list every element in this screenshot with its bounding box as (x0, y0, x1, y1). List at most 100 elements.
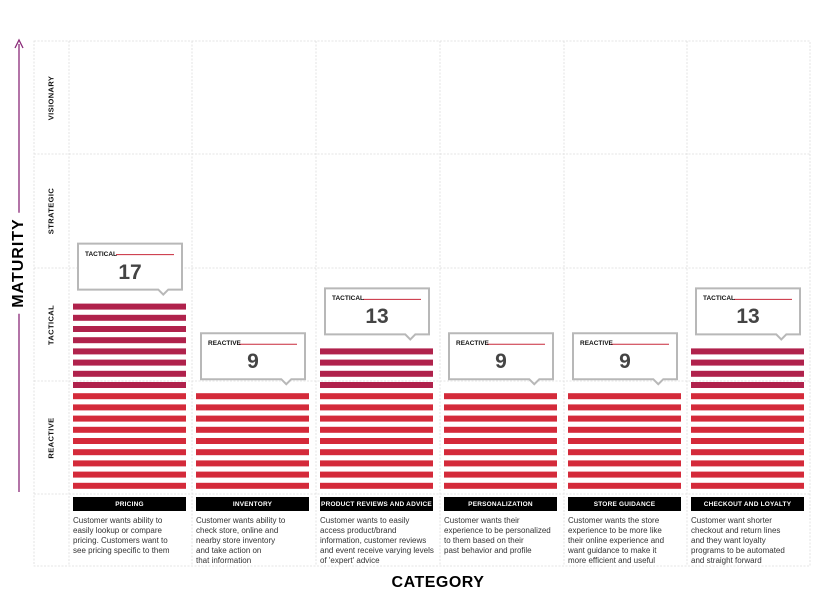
bar-stripe (73, 471, 186, 478)
category-label: PRODUCT REVIEWS AND ADVICE (320, 497, 433, 511)
category-description: Customer wants ability to check store, o… (196, 516, 286, 565)
bar-stripe (73, 438, 186, 444)
bar-stripe (444, 393, 557, 400)
bars-layer (73, 303, 804, 489)
bar-stripe (320, 359, 433, 366)
bar-stripe (691, 460, 804, 467)
bar-stripe (320, 370, 433, 377)
bar-stripe (73, 393, 186, 400)
category-description: Customer want shorter checkout and retur… (691, 516, 785, 565)
bar-stripe (691, 438, 804, 444)
callout-box (695, 287, 801, 341)
bar-stripe (568, 482, 681, 489)
bar-stripe (691, 471, 804, 478)
category-label: CHECKOUT AND LOYALTY (691, 497, 804, 511)
bar-stripe (444, 471, 557, 478)
bar-stripe (444, 404, 557, 411)
bar-stripe (444, 460, 557, 467)
bar-stripe (568, 449, 681, 456)
bar-stripe (320, 471, 433, 478)
callout-level-label: REACTIVE (456, 340, 489, 348)
callout-2 (324, 287, 430, 341)
callout-box (448, 332, 554, 386)
bar-stripe (196, 460, 309, 467)
category-label: INVENTORY (196, 497, 309, 511)
bar-4 (568, 393, 681, 489)
callout-level-label: REACTIVE (580, 340, 613, 348)
callouts-layer (77, 242, 801, 386)
bar-stripe (320, 438, 433, 444)
category-description: Customer wants their experience to be pe… (444, 516, 551, 555)
bar-stripe (73, 415, 186, 422)
bar-3 (444, 393, 557, 489)
x-axis-title: CATEGORY (391, 574, 485, 591)
bar-stripe (568, 426, 681, 433)
bar-stripe (568, 460, 681, 467)
callout-box (324, 287, 430, 341)
bar-stripe (73, 314, 186, 321)
bar-stripe (320, 393, 433, 400)
bar-stripe (444, 426, 557, 433)
chart-grid (33, 40, 811, 567)
callout-3 (448, 332, 554, 386)
bar-stripe (568, 471, 681, 478)
bar-stripe (444, 415, 557, 422)
bar-stripe (320, 460, 433, 467)
bar-stripe (691, 359, 804, 366)
category-label: PERSONALIZATION (444, 497, 557, 511)
callout-level-label: TACTICAL (332, 295, 365, 303)
callout-level-label: TACTICAL (85, 250, 118, 258)
data-label: 9 (247, 350, 259, 374)
bar-stripe (691, 449, 804, 456)
bar-stripe (73, 337, 186, 344)
bar-stripe (691, 348, 804, 355)
callout-box (77, 242, 183, 297)
category-label: PRICING (73, 497, 186, 511)
data-label: 13 (365, 305, 389, 329)
bar-stripe (196, 471, 309, 478)
bar-stripe (320, 449, 433, 456)
bar-5 (691, 348, 804, 489)
bar-stripe (320, 382, 433, 388)
category-label: STORE GUIDANCE (568, 497, 681, 511)
category-description: Customer wants ability to easily lookup … (73, 516, 170, 555)
bar-stripe (73, 404, 186, 411)
callout-4 (572, 332, 678, 386)
bar-stripe (73, 326, 186, 332)
bar-stripe (320, 404, 433, 411)
bar-stripe (568, 415, 681, 422)
data-label: 9 (495, 350, 507, 374)
bar-stripe (691, 393, 804, 400)
bar-stripe (320, 426, 433, 433)
data-label: 17 (118, 260, 142, 284)
callout-5 (695, 287, 801, 341)
bar-stripe (196, 449, 309, 456)
callout-level-label: REACTIVE (208, 340, 241, 348)
bar-stripe (691, 382, 804, 388)
bar-stripe (73, 303, 186, 310)
y-axis-title-text: MATURITY (10, 212, 28, 314)
bar-stripe (73, 426, 186, 433)
bar-stripe (73, 359, 186, 366)
callout-1 (200, 332, 306, 386)
bar-2 (320, 348, 433, 489)
bar-stripe (196, 404, 309, 411)
bar-stripe (691, 370, 804, 377)
data-label: 13 (736, 305, 760, 329)
bar-stripe (196, 438, 309, 444)
grid-frame (33, 40, 811, 567)
callout-0 (77, 242, 183, 297)
bar-stripe (73, 370, 186, 377)
bar-stripe (691, 482, 804, 489)
bar-stripe (691, 404, 804, 411)
bar-stripe (73, 482, 186, 489)
bar-stripe (73, 348, 186, 355)
bar-stripe (320, 415, 433, 422)
callout-box (200, 332, 306, 386)
bar-stripe (568, 404, 681, 411)
bar-stripe (444, 438, 557, 444)
bar-1 (196, 393, 309, 489)
bar-stripe (691, 415, 804, 422)
bar-stripe (196, 415, 309, 422)
